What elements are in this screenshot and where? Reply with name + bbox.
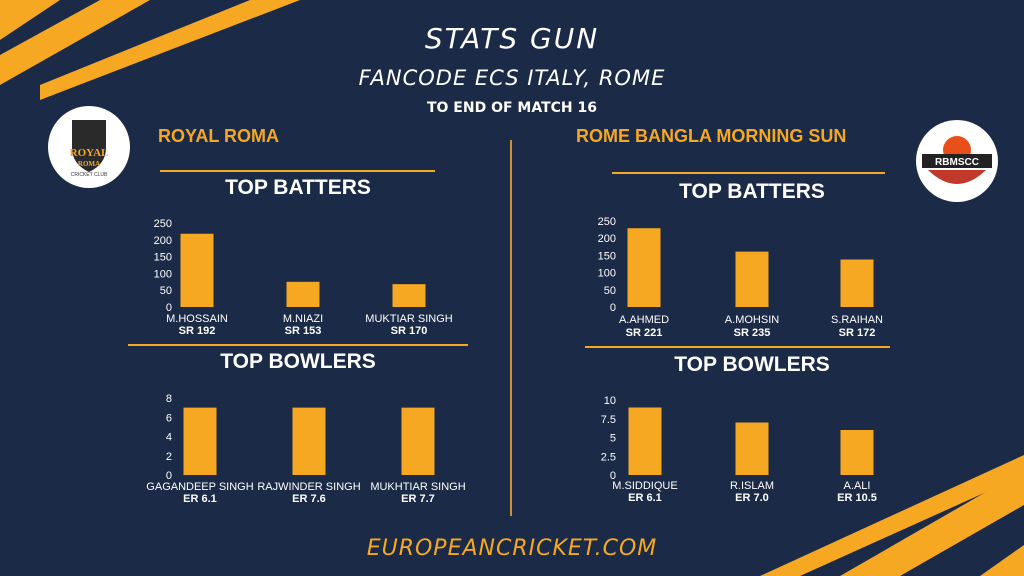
- stat-label: ER 6.1: [628, 492, 662, 504]
- period-label: TO END OF MATCH 16: [426, 100, 598, 116]
- divider-rule: [128, 344, 468, 346]
- bar: [292, 407, 326, 475]
- stat-label: SR 192: [179, 325, 216, 337]
- stat-label: ER 7.7: [401, 493, 435, 505]
- bar: [286, 281, 320, 307]
- y-tick-label: 2.5: [601, 451, 616, 463]
- stat-label: SR 235: [734, 327, 771, 339]
- top-left-stripe: [0, 0, 150, 85]
- y-tick-label: 150: [598, 250, 616, 262]
- y-tick-label: 100: [598, 268, 616, 280]
- bar: [392, 284, 426, 307]
- stat-label: ER 7.0: [735, 492, 769, 504]
- category-label: GAGANDEEP SINGH: [146, 481, 253, 493]
- logo-text-rbmscc: RBMSCC: [935, 157, 979, 168]
- logo-text-roma: ROMA: [78, 160, 100, 168]
- page-subtitle: FANCODE ECS ITALY, ROME: [358, 66, 666, 90]
- top-left-stripe: [40, 0, 300, 100]
- bar: [183, 407, 217, 475]
- y-tick-label: 0: [166, 470, 172, 482]
- category-label: A.MOHSIN: [725, 314, 779, 326]
- team-name-left: ROYAL ROMA: [158, 126, 280, 146]
- y-tick-label: 7.5: [601, 414, 616, 426]
- divider-rule: [160, 170, 435, 172]
- category-label: MUKTIAR SINGH: [365, 313, 452, 325]
- bottom-right-stripe: [760, 455, 1024, 576]
- section-title-right-batters: TOP BATTERS: [679, 180, 825, 203]
- center-divider: [510, 140, 512, 516]
- footer-website: EUROPEANCRICKET.COM: [366, 536, 658, 561]
- bar: [735, 251, 769, 307]
- category-label: S.RAIHAN: [831, 314, 883, 326]
- bar: [401, 407, 435, 475]
- bottom-right-stripe: [840, 470, 1024, 576]
- category-label: RAJWINDER SINGH: [257, 481, 360, 493]
- team-name-right: ROME BANGLA MORNING SUN: [576, 126, 847, 146]
- y-tick-label: 0: [610, 470, 616, 482]
- bar: [627, 228, 661, 307]
- rbmscc-logo: RBMSCC: [916, 120, 998, 202]
- y-tick-label: 250: [154, 218, 172, 230]
- y-tick-label: 50: [160, 285, 172, 297]
- logo-text-club: CRICKET CLUB: [71, 172, 108, 178]
- category-label: A.ALI: [844, 480, 871, 492]
- category-label: R.ISLAM: [730, 480, 774, 492]
- category-label: A.AHMED: [619, 314, 669, 326]
- top-left-stripe: [0, 0, 60, 40]
- bar: [840, 430, 874, 475]
- y-tick-label: 5: [610, 433, 616, 445]
- bar: [180, 233, 214, 307]
- y-tick-label: 100: [154, 268, 172, 280]
- stat-label: SR 172: [839, 327, 876, 339]
- stat-label: ER 7.6: [292, 493, 326, 505]
- logo-bar: [922, 154, 992, 168]
- bar: [840, 259, 874, 307]
- royal-roma-logo: ROYAL ROMA CRICKET CLUB: [48, 106, 130, 188]
- y-tick-label: 6: [166, 412, 172, 424]
- y-tick-label: 10: [604, 395, 616, 407]
- y-tick-label: 250: [598, 216, 616, 228]
- category-label: M.NIAZI: [283, 313, 323, 325]
- stat-label: SR 221: [626, 327, 663, 339]
- divider-rule: [612, 172, 885, 174]
- bar: [628, 407, 662, 475]
- section-title-left-batters: TOP BATTERS: [225, 176, 371, 199]
- divider-rule: [585, 346, 890, 348]
- stat-label: ER 6.1: [183, 493, 217, 505]
- logo-text-royal: ROYAL: [70, 147, 109, 159]
- y-tick-label: 8: [166, 393, 172, 405]
- category-label: MUKHTIAR SINGH: [370, 481, 465, 493]
- stat-label: SR 170: [391, 325, 428, 337]
- y-tick-label: 200: [154, 235, 172, 247]
- y-tick-label: 2: [166, 451, 172, 463]
- y-tick-label: 0: [610, 302, 616, 314]
- stat-label: ER 10.5: [837, 492, 877, 504]
- y-tick-label: 4: [166, 432, 172, 444]
- bottom-right-stripe: [980, 545, 1024, 576]
- y-tick-label: 200: [598, 233, 616, 245]
- section-title-left-bowlers: TOP BOWLERS: [220, 350, 376, 373]
- section-title-right-bowlers: TOP BOWLERS: [674, 353, 830, 376]
- bar: [735, 422, 769, 475]
- y-tick-label: 150: [154, 252, 172, 264]
- category-label: M.HOSSAIN: [166, 313, 228, 325]
- shield-icon: [72, 120, 106, 172]
- y-tick-label: 50: [604, 285, 616, 297]
- y-tick-label: 0: [166, 302, 172, 314]
- page-title: STATS GUN: [424, 22, 600, 55]
- stat-label: SR 153: [285, 325, 322, 337]
- category-label: M.SIDDIQUE: [612, 480, 677, 492]
- logo-arc: [928, 170, 986, 184]
